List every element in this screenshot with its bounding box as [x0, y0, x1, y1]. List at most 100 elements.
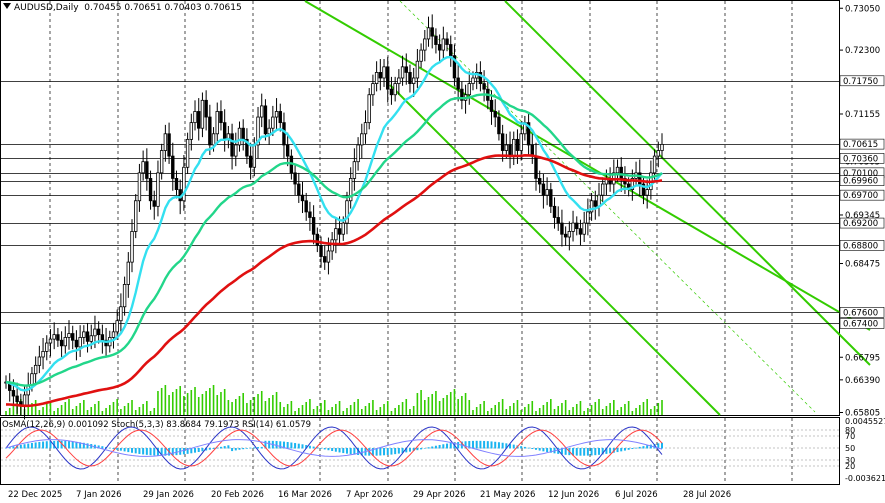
candle [352, 148, 357, 191]
volume-bar [553, 409, 556, 415]
osma-bar [420, 448, 423, 450]
candle-body [426, 27, 431, 40]
time-axis: 22 Dec 2025 7 Jan 2026 29 Jan 2026 20 Feb 2… [8, 490, 731, 500]
osc-tick-label: 30 [845, 456, 855, 465]
osma-bar [475, 440, 478, 449]
volume-bar [379, 407, 382, 415]
volume-bar [368, 403, 371, 415]
osma-bar [134, 448, 137, 454]
candle-body [430, 27, 434, 37]
candle-body [48, 338, 53, 344]
candle-body [493, 111, 497, 118]
candle [67, 320, 71, 350]
volume-bar [431, 394, 434, 415]
osma-bar [375, 448, 378, 456]
osma-bar [216, 447, 219, 449]
chart-menu-icon[interactable] [3, 3, 11, 9]
candle [452, 44, 457, 86]
osma-bar [12, 446, 15, 449]
osma-bar [464, 441, 467, 449]
osma-bar [334, 448, 337, 452]
candle-body [411, 77, 416, 84]
osma-bar [5, 448, 7, 449]
level-label: 0.69200 [843, 219, 878, 229]
candle-body [200, 99, 205, 129]
candle [122, 276, 127, 316]
volume-bar [487, 411, 489, 415]
candle-body [586, 211, 590, 224]
osma-bar [112, 448, 115, 450]
osma-bar [282, 441, 285, 449]
volume-bar [138, 407, 141, 415]
candle [274, 98, 279, 130]
candle [356, 137, 360, 171]
osma-bar [238, 448, 241, 450]
candle-body [560, 222, 564, 235]
osma-bar [242, 448, 245, 450]
candle-body [360, 133, 364, 146]
price-tick-label: 0.71155 [845, 110, 880, 120]
price-tick-label: 0.68475 [845, 260, 880, 270]
osma-bar [416, 448, 419, 451]
candle [404, 53, 408, 85]
volume-bar [616, 410, 619, 415]
osma-bar [379, 448, 382, 456]
osma-bar [145, 448, 148, 455]
osma-bar [205, 448, 208, 451]
volume-bar [401, 402, 404, 415]
candle-body [56, 334, 60, 341]
candle [245, 128, 249, 164]
candle-body [556, 217, 560, 224]
candle-body [593, 200, 597, 207]
candle-body [52, 334, 56, 340]
osma-bar [534, 448, 537, 450]
candle [193, 100, 197, 131]
candle-body [267, 127, 271, 135]
candle [541, 173, 546, 209]
candle-body [371, 83, 375, 96]
candle [248, 142, 253, 180]
volume-bar [134, 410, 137, 415]
osma-bar [182, 448, 185, 455]
candle-body [601, 183, 605, 196]
candle [78, 325, 82, 357]
volume-bar [583, 411, 585, 415]
volume-bar [209, 388, 211, 415]
osma-bar [149, 448, 152, 456]
volume-bar [105, 408, 107, 415]
volume-bar [323, 400, 326, 415]
channel-line [389, 84, 721, 416]
osma-bar [301, 444, 304, 449]
osma-bar [649, 444, 652, 449]
osma-bar [186, 448, 189, 454]
volume-bar [461, 396, 463, 415]
candle-body [311, 217, 316, 235]
time-label: 22 Dec 2025 [8, 490, 62, 500]
volume-bar [305, 402, 308, 415]
candle [304, 192, 308, 221]
volume-bar [509, 406, 511, 415]
volume-bar [438, 401, 441, 415]
candle [389, 76, 394, 105]
volume-bar [8, 408, 11, 415]
volume-bar [535, 411, 537, 415]
osma-bar [231, 448, 234, 452]
volume-bar [149, 411, 152, 415]
candle-body [245, 138, 249, 157]
osma-bar [64, 440, 67, 449]
candle [515, 129, 520, 164]
volume-bar [272, 395, 274, 415]
candle [285, 132, 290, 167]
candle [378, 59, 383, 91]
osma-bar [56, 440, 59, 449]
osma-bar [316, 447, 319, 449]
candle [219, 100, 223, 131]
volume-bar [108, 405, 111, 415]
volume-bar [301, 405, 304, 415]
osma-bar [79, 442, 82, 449]
candle [297, 172, 301, 203]
candle [400, 55, 405, 86]
osma-bar [486, 441, 489, 449]
time-label: 29 Jan 2026 [143, 490, 194, 500]
